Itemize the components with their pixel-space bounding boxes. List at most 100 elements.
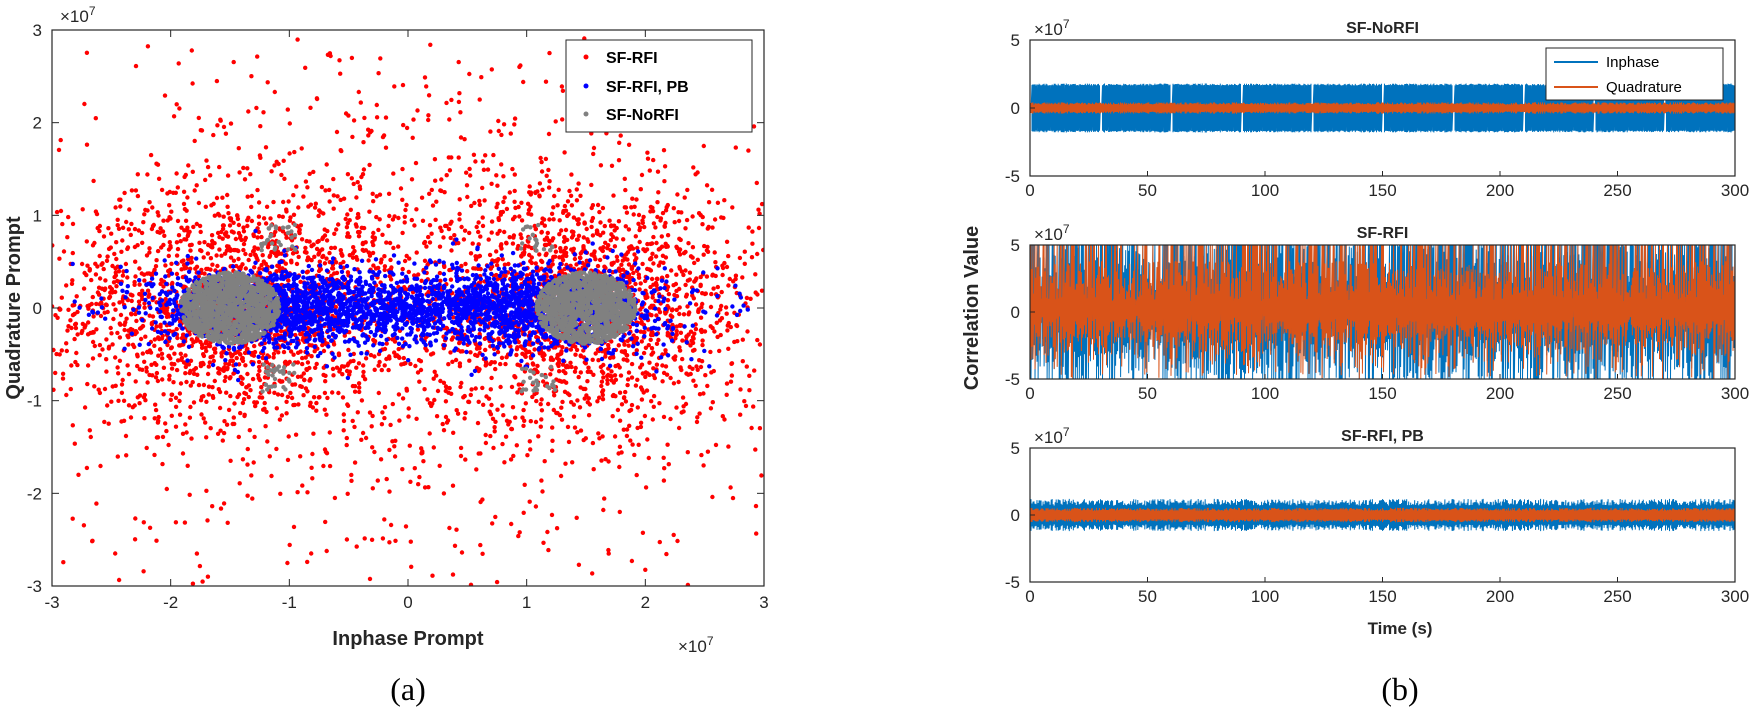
scatter-point <box>692 347 697 353</box>
scatter-point <box>90 356 96 361</box>
scatter-point <box>610 414 615 419</box>
scatter-point <box>675 192 680 197</box>
scatter-point <box>613 363 618 369</box>
scatter-point <box>255 187 260 193</box>
scatter-point <box>259 234 264 240</box>
scatter-point <box>144 369 149 374</box>
scatter-point <box>236 377 241 383</box>
scatter-point <box>334 129 340 135</box>
scatter-point <box>539 397 544 402</box>
scatter-point <box>359 174 364 180</box>
scatter-point <box>145 380 150 385</box>
scatter-point <box>459 380 464 386</box>
scatter-point <box>361 369 366 375</box>
scatter-point <box>113 355 118 360</box>
scatter-point <box>493 514 498 520</box>
scatter-point <box>221 214 226 219</box>
scatter-point <box>406 406 411 411</box>
scatter-point <box>275 249 281 254</box>
scatter-point <box>742 399 747 404</box>
scatter-point <box>635 405 640 410</box>
scatter-point <box>70 250 76 256</box>
scatter-point <box>755 251 760 257</box>
scatter-point <box>503 434 509 439</box>
scatter-point <box>407 443 412 448</box>
scatter-point <box>264 204 270 209</box>
scatter-point <box>141 569 146 574</box>
scatter-point <box>169 261 174 266</box>
scatter-point <box>439 177 444 182</box>
scatter-point <box>70 221 76 227</box>
scatter-point <box>660 379 665 384</box>
scatter-point <box>252 245 257 250</box>
scatter-point <box>376 363 381 368</box>
scatter-point <box>654 341 660 346</box>
scatter-point <box>533 504 539 509</box>
scatter-point <box>308 202 314 207</box>
scatter-point <box>427 223 433 228</box>
scatter-point <box>160 229 166 234</box>
scatter-point <box>171 308 176 313</box>
scatter-point <box>141 272 147 277</box>
scatter-point <box>644 388 650 393</box>
scatter-point <box>216 387 221 392</box>
scatter-point <box>591 145 597 151</box>
scatter-point <box>94 301 99 307</box>
scatter-point <box>499 246 504 251</box>
scatter-point <box>655 276 660 282</box>
scatter-point <box>480 223 486 229</box>
scatter-point <box>284 209 289 214</box>
scatter-point <box>751 404 756 409</box>
scatter-point <box>664 372 670 377</box>
scatter-point <box>516 533 521 539</box>
scatter-point <box>140 288 145 293</box>
scatter-point <box>562 203 568 209</box>
scatter-point <box>645 156 651 161</box>
scatter-point <box>109 331 114 336</box>
scatter-point <box>155 229 160 235</box>
scatter-point <box>639 362 645 367</box>
scatter-point <box>568 347 574 352</box>
scatter-point <box>641 350 647 356</box>
scatter-point <box>175 335 180 341</box>
scatter-point <box>447 385 452 391</box>
scatter-point <box>126 227 131 232</box>
scatter-point <box>591 467 596 472</box>
scatter-point <box>525 201 531 206</box>
scatter-point <box>422 387 427 392</box>
scatter-point <box>575 237 580 242</box>
scatter-point <box>68 386 74 392</box>
scatter-point <box>240 457 246 462</box>
scatter-point <box>130 327 135 333</box>
scatter-point <box>352 389 358 394</box>
scatter-point <box>725 328 730 333</box>
scatter-point <box>738 412 743 417</box>
scatter-point <box>434 199 439 204</box>
scatter-point <box>159 336 165 341</box>
scatter-point <box>616 158 622 163</box>
scatter-point <box>85 332 91 337</box>
scatter-point <box>314 400 319 406</box>
scatter-point <box>102 419 107 425</box>
scatter-point <box>387 540 392 545</box>
scatter-point <box>480 385 485 391</box>
scatter-point <box>676 379 681 385</box>
scatter-point <box>410 135 415 140</box>
scatter-point <box>623 389 628 395</box>
scatter-point <box>217 164 222 170</box>
scatter-point <box>235 394 240 400</box>
scatter-point <box>242 237 248 243</box>
scatter-point <box>59 348 64 353</box>
scatter-point <box>177 391 183 396</box>
scatter-point <box>650 205 655 210</box>
scatter-point <box>288 215 293 220</box>
scatter-point <box>113 551 118 556</box>
scatter-point <box>212 378 217 384</box>
scatter-point <box>312 344 317 350</box>
scatter-point <box>120 238 125 243</box>
scatter-point <box>126 403 132 408</box>
scatter-point <box>173 404 179 409</box>
scatter-point <box>560 88 566 94</box>
scatter-point <box>537 252 542 257</box>
